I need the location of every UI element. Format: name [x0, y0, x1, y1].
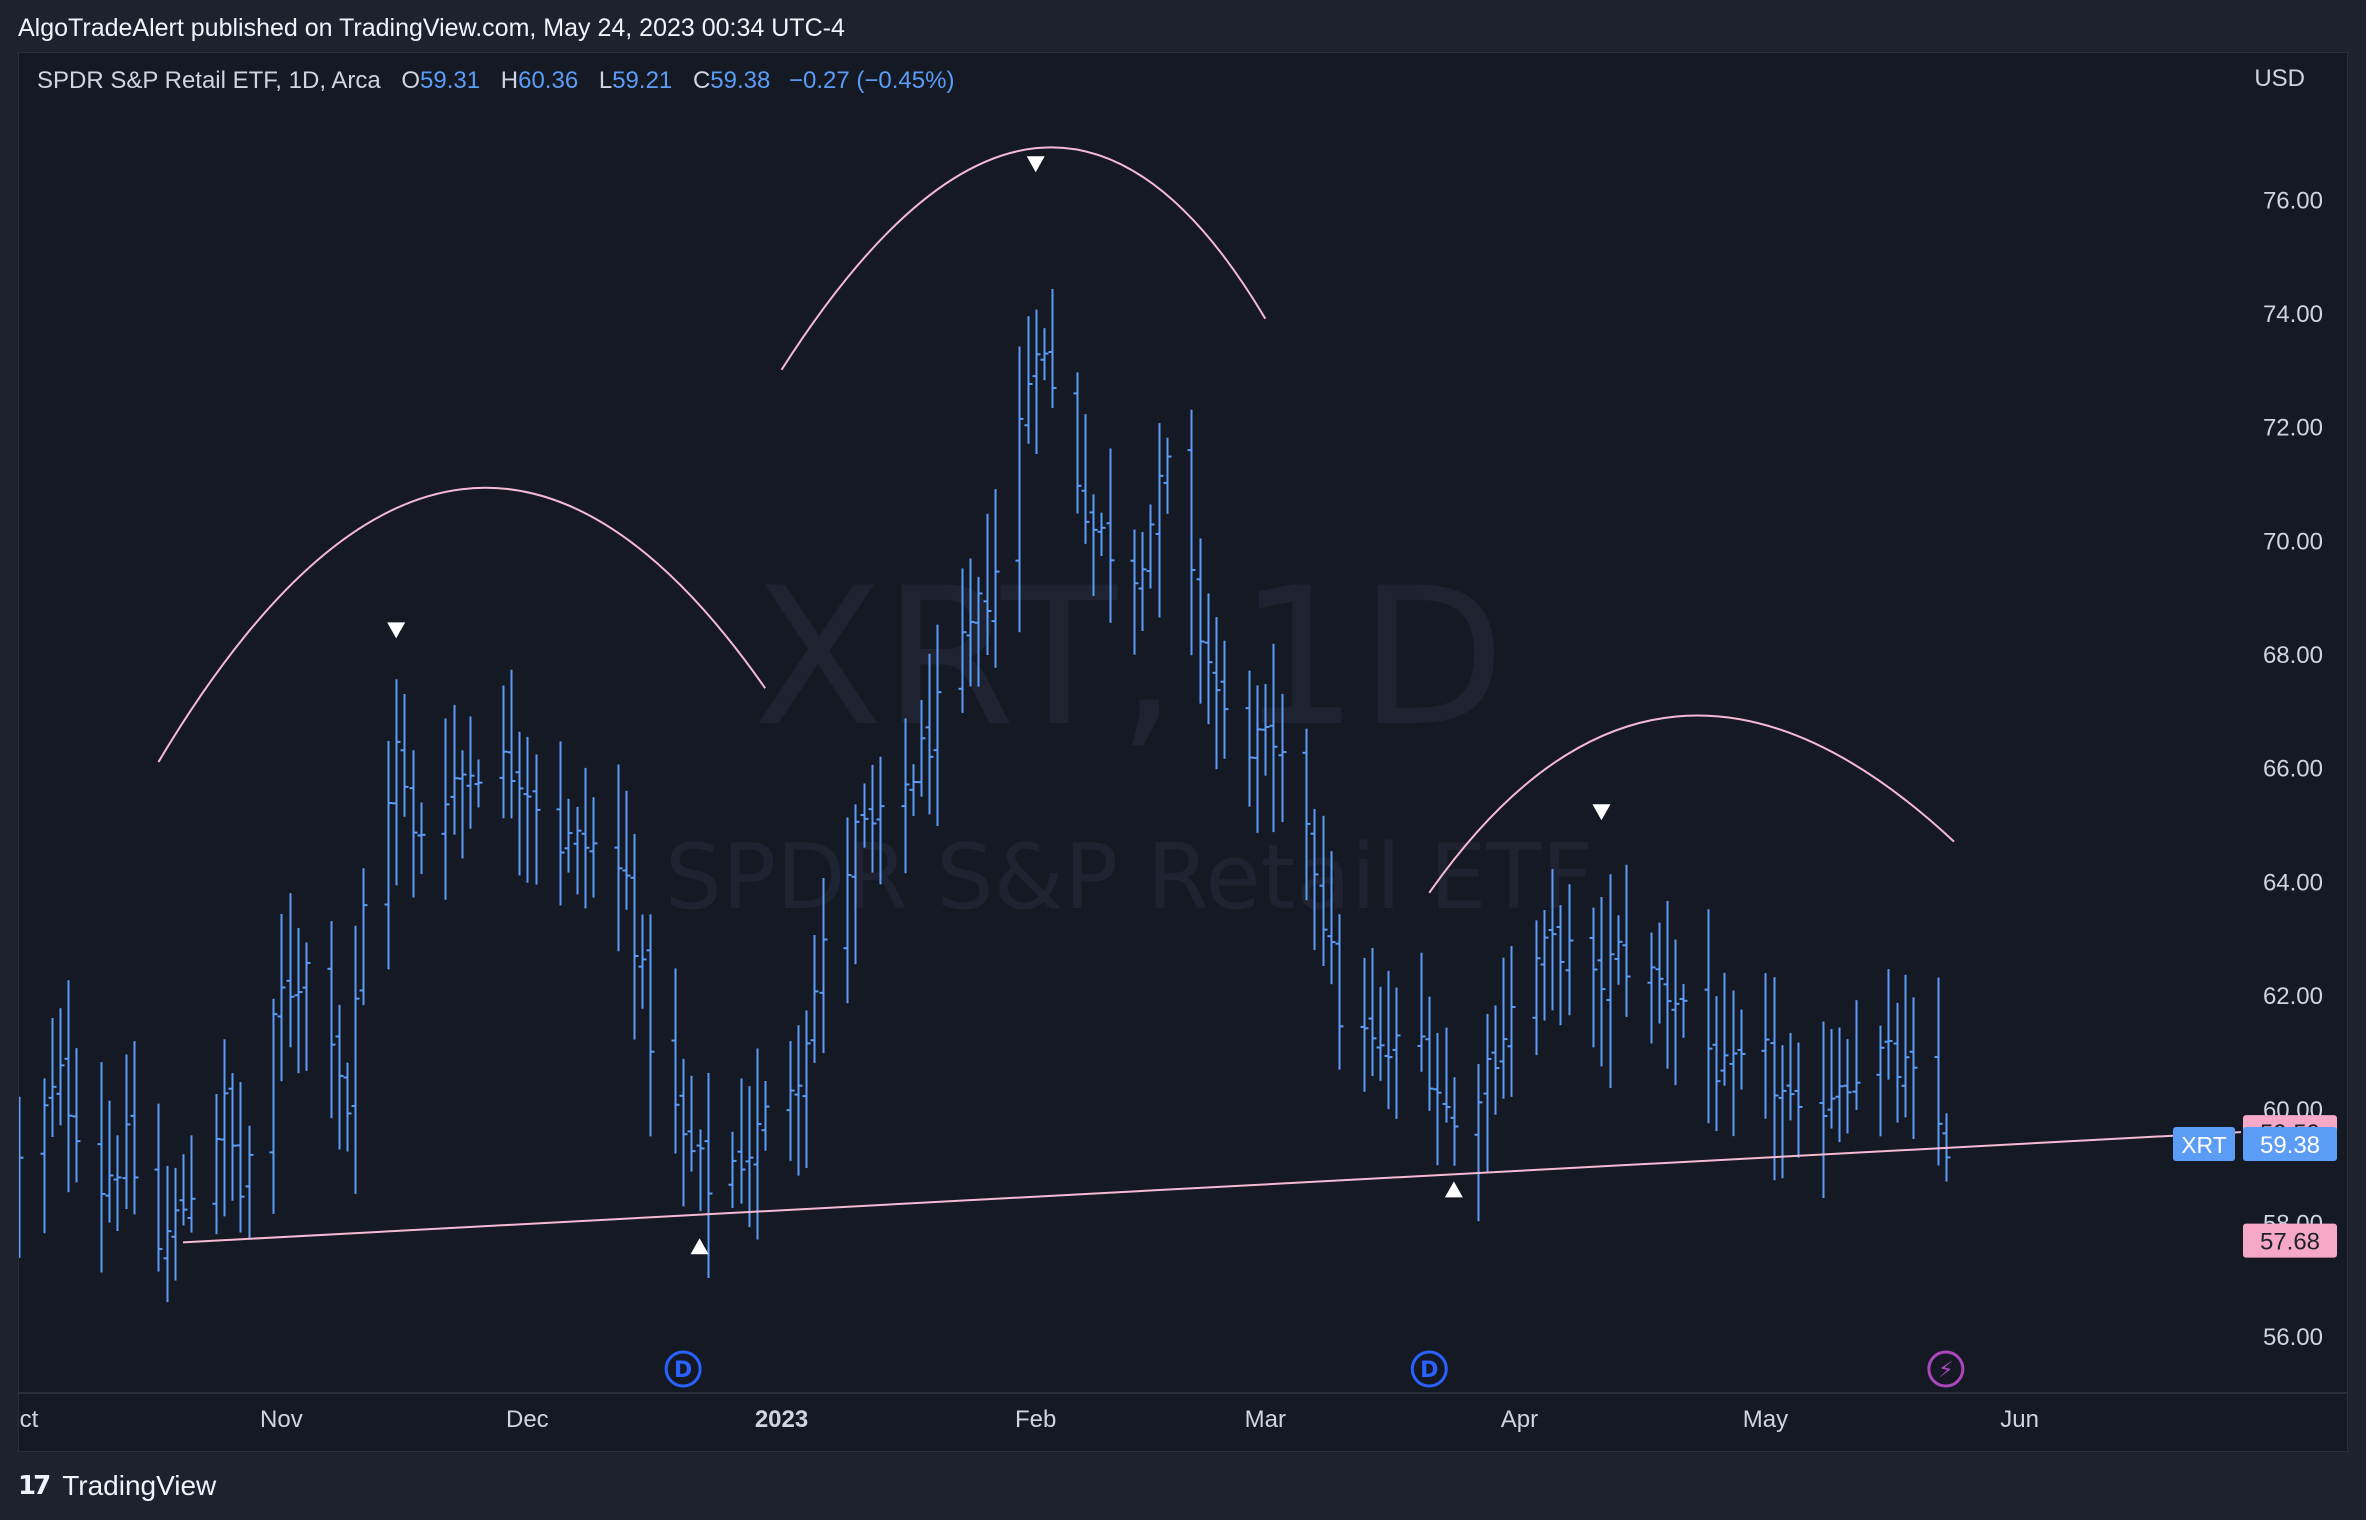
footer-brand: TradingView — [62, 1470, 217, 1501]
y-tick-label: 62.00 — [2263, 983, 2323, 1010]
currency-label[interactable]: USD — [2254, 65, 2305, 92]
price-label: 59.38 — [2260, 1132, 2320, 1159]
legend-title: SPDR S&P Retail ETF, 1D, Arca — [37, 67, 381, 94]
x-tick-label: Jun — [2000, 1406, 2039, 1433]
publisher-line: AlgoTradeAlert published on TradingView.… — [18, 14, 845, 42]
y-tick-label: 66.00 — [2263, 756, 2323, 783]
x-tick-label: Dec — [506, 1406, 549, 1433]
y-tick-label: 76.00 — [2263, 187, 2323, 214]
legend-high: 60.36 — [518, 67, 579, 94]
legend-low: 59.21 — [612, 67, 673, 94]
dividend-marker-icon — [1410, 1350, 1448, 1388]
neckline-trendline — [182, 1131, 2242, 1244]
legend-close: 59.38 — [710, 67, 771, 94]
x-tick-label: May — [1743, 1406, 1788, 1433]
legend-close-label: C — [692, 67, 711, 94]
chart-legend: SPDR S&P Retail ETF, 1D, Arca O59.31 H60… — [37, 67, 954, 95]
y-tick-label: 70.00 — [2263, 528, 2323, 555]
pivot-high-marker — [1026, 156, 1045, 173]
price-label-box — [2243, 1223, 2337, 1258]
legend-low-label: L — [598, 67, 613, 94]
x-tick-label: Apr — [1501, 1406, 1538, 1433]
y-tick-label: 72.00 — [2263, 415, 2323, 442]
earnings-marker-icon — [1927, 1350, 1965, 1388]
watermark-name: SPDR S&P Retail ETF — [665, 825, 1594, 930]
pattern-arc-2 — [780, 146, 1267, 371]
watermark-symbol: XRT, 1D — [753, 547, 1505, 768]
pattern-arc-1 — [157, 486, 766, 763]
footer: 17 TradingView — [18, 1470, 216, 1502]
y-tick-label: 68.00 — [2263, 642, 2323, 669]
pivot-high-marker — [1592, 804, 1611, 821]
x-tick-label: Mar — [1245, 1406, 1286, 1433]
pivot-high-marker — [387, 622, 406, 639]
pattern-arc-3 — [1428, 714, 1955, 894]
legend-high-label: H — [500, 67, 519, 94]
x-tick-label: 2023 — [755, 1406, 808, 1433]
x-tick-label: Nov — [260, 1406, 303, 1433]
x-tick-label: Feb — [1015, 1406, 1056, 1433]
x-tick-label: ct — [20, 1406, 39, 1433]
legend-change: −0.27 (−0.45%) — [789, 67, 955, 94]
tradingview-logo-icon: 17 — [18, 1471, 51, 1501]
legend-open-label: O — [401, 67, 421, 94]
symbol-tag — [2173, 1127, 2235, 1162]
legend-open: 59.31 — [420, 67, 481, 94]
pivot-low-marker — [690, 1238, 709, 1255]
y-tick-label: 56.00 — [2263, 1324, 2323, 1351]
symbol-tag-label: XRT — [2181, 1132, 2227, 1158]
price-label-box — [2243, 1127, 2337, 1162]
event-marker-label: D — [1420, 1358, 1438, 1383]
event-marker-label: ⚡ — [1938, 1358, 1953, 1383]
price-label: 57.68 — [2260, 1229, 2320, 1256]
y-tick-label: 64.00 — [2263, 869, 2323, 896]
event-marker-label: D — [674, 1358, 692, 1383]
pivot-low-marker — [1444, 1181, 1463, 1198]
y-tick-label: 74.00 — [2263, 301, 2323, 328]
dividend-marker-icon — [664, 1350, 702, 1388]
